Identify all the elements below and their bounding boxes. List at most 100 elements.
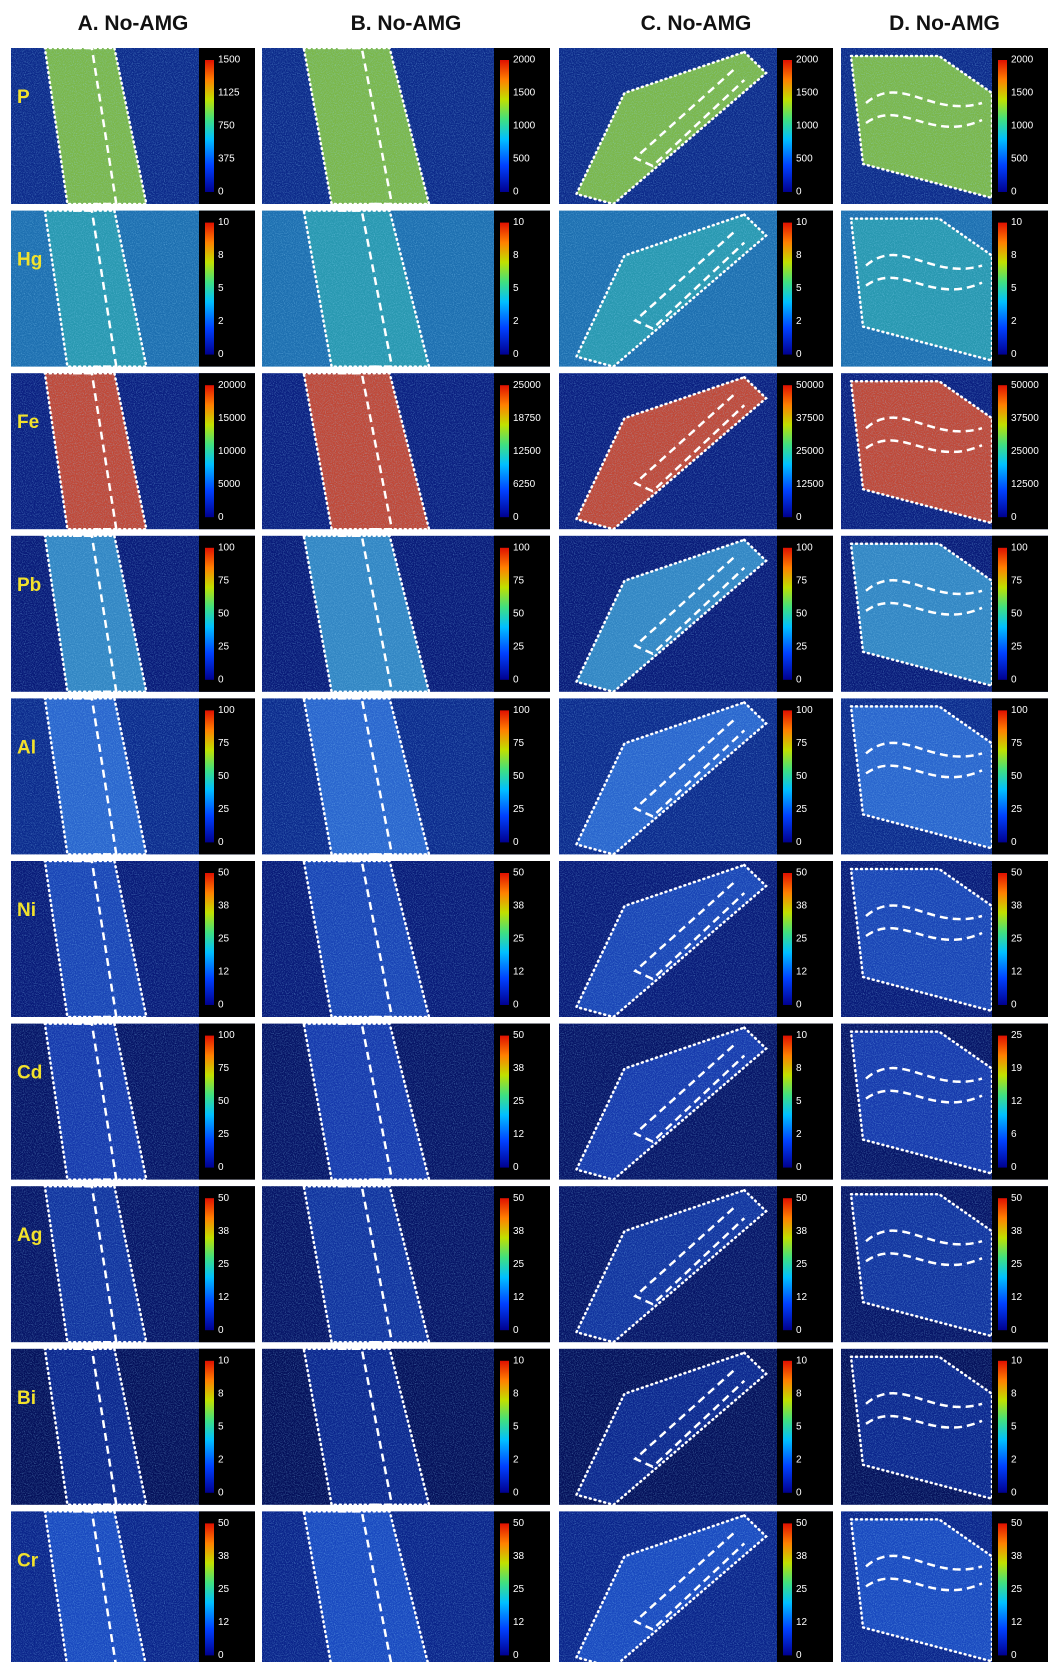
noise-texture — [841, 1186, 992, 1342]
colorbar-tick-label: 12500 — [513, 446, 541, 457]
colorbar-tick-label: 25 — [218, 1129, 230, 1140]
colorbar-tick-label: 38 — [513, 1551, 525, 1562]
figure: A. No-AMGB. No-AMGC. No-AMGD. No-AMG1500… — [0, 0, 1048, 1662]
colorbar — [998, 873, 1007, 1005]
noise-texture — [559, 1511, 777, 1662]
map-panel: 2000150010005000 — [559, 48, 833, 204]
colorbar-tick-label: 50 — [513, 1193, 525, 1204]
map-panel: 1007550250 — [262, 698, 550, 854]
colorbar — [205, 1523, 214, 1655]
noise-texture — [559, 698, 777, 854]
colorbar — [783, 1361, 792, 1493]
colorbar-tick-label: 0 — [796, 674, 802, 685]
colorbar-tick-label: 5 — [218, 283, 224, 294]
colorbar-tick-label: 12500 — [796, 479, 824, 490]
colorbar-tick-label: 0 — [513, 837, 519, 848]
colorbar — [998, 60, 1007, 192]
colorbar-tick-label: 50 — [513, 1030, 525, 1041]
colorbar-tick-label: 5 — [513, 1421, 519, 1432]
colorbar — [205, 60, 214, 192]
colorbar-tick-label: 25 — [1011, 1030, 1023, 1041]
colorbar-tick-label: 19 — [1011, 1063, 1023, 1074]
colorbar-tick-label: 12 — [513, 1129, 525, 1140]
colorbar-tick-label: 0 — [513, 1650, 519, 1661]
colorbar-tick-label: 25 — [1011, 934, 1023, 945]
colorbar-tick-label: 75 — [218, 575, 230, 586]
colorbar-tick-label: 100 — [513, 705, 530, 716]
colorbar-tick-label: 10 — [218, 1355, 230, 1366]
colorbar — [500, 1523, 509, 1655]
colorbar-tick-label: 50 — [796, 1193, 808, 1204]
colorbar-tick-label: 1000 — [1011, 121, 1034, 132]
colorbar-tick-label: 2000 — [513, 55, 536, 66]
colorbar-tick-label: 25000 — [513, 380, 541, 391]
colorbar-tick-label: 100 — [218, 1030, 235, 1041]
colorbar-tick-label: 6250 — [513, 479, 536, 490]
colorbar-tick-label: 2 — [218, 1454, 224, 1465]
colorbar-tick-label: 25 — [796, 1259, 808, 1270]
noise-texture — [262, 698, 494, 854]
colorbar-tick-label: 10 — [1011, 217, 1023, 228]
colorbar-tick-label: 0 — [513, 674, 519, 685]
colorbar-tick-label: 8 — [513, 250, 519, 261]
colorbar-tick-label: 10 — [1011, 1355, 1023, 1366]
colorbar-tick-label: 50 — [218, 1518, 230, 1529]
colorbar-tick-label: 500 — [1011, 154, 1028, 165]
colorbar-tick-label: 100 — [796, 705, 813, 716]
colorbar — [500, 548, 509, 680]
element-label: Ni — [17, 900, 36, 921]
colorbar — [205, 1036, 214, 1168]
colorbar — [205, 548, 214, 680]
column-header: B. No-AMG — [351, 12, 462, 35]
colorbar-tick-label: 75 — [1011, 738, 1023, 749]
colorbar-tick-label: 12 — [218, 1617, 230, 1628]
colorbar-tick-label: 0 — [513, 512, 519, 523]
colorbar-tick-label: 0 — [218, 1325, 224, 1336]
noise-texture — [559, 373, 777, 529]
colorbar-tick-label: 2 — [218, 316, 224, 327]
colorbar-tick-label: 5 — [1011, 283, 1017, 294]
colorbar-tick-label: 38 — [513, 1063, 525, 1074]
colorbar-tick-label: 50 — [218, 868, 230, 879]
colorbar-tick-label: 25000 — [796, 446, 824, 457]
colorbar-tick-label: 2 — [796, 316, 802, 327]
colorbar — [998, 1198, 1007, 1330]
colorbar-tick-label: 25 — [1011, 1259, 1023, 1270]
colorbar-tick-label: 0 — [1011, 349, 1017, 360]
colorbar-tick-label: 8 — [513, 1388, 519, 1399]
column-header: C. No-AMG — [641, 12, 752, 35]
colorbar-tick-label: 12 — [796, 1292, 808, 1303]
colorbar-tick-label: 500 — [796, 154, 813, 165]
colorbar-tick-label: 50 — [513, 868, 525, 879]
colorbar — [998, 223, 1007, 355]
colorbar — [783, 385, 792, 517]
map-panel: 1007550250 — [11, 536, 255, 692]
map-panel: 1007550250 — [559, 698, 833, 854]
colorbar — [205, 1361, 214, 1493]
colorbar-tick-label: 0 — [218, 187, 224, 198]
colorbar-tick-label: 8 — [218, 1388, 224, 1399]
colorbar-tick-label: 8 — [1011, 1388, 1017, 1399]
noise-texture — [841, 861, 992, 1017]
colorbar-tick-label: 10 — [218, 217, 230, 228]
noise-texture — [559, 861, 777, 1017]
noise-texture — [841, 211, 992, 367]
colorbar-tick-label: 2 — [796, 1129, 802, 1140]
colorbar — [205, 873, 214, 1005]
colorbar-tick-label: 50 — [218, 608, 230, 619]
colorbar-tick-label: 1000 — [513, 121, 536, 132]
map-panel: 503825120 — [11, 1186, 255, 1342]
element-label: Pb — [17, 575, 41, 596]
colorbar-tick-label: 0 — [513, 187, 519, 198]
colorbar-tick-label: 50 — [513, 1518, 525, 1529]
map-panel: 503825120 — [11, 861, 255, 1017]
colorbar-tick-label: 0 — [1011, 1487, 1017, 1498]
noise-texture — [262, 1349, 494, 1505]
colorbar — [998, 1523, 1007, 1655]
colorbar-tick-label: 12 — [1011, 1292, 1023, 1303]
noise-texture — [841, 1349, 992, 1505]
map-panel: 25000187501250062500 — [262, 373, 550, 529]
colorbar-tick-label: 0 — [796, 837, 802, 848]
